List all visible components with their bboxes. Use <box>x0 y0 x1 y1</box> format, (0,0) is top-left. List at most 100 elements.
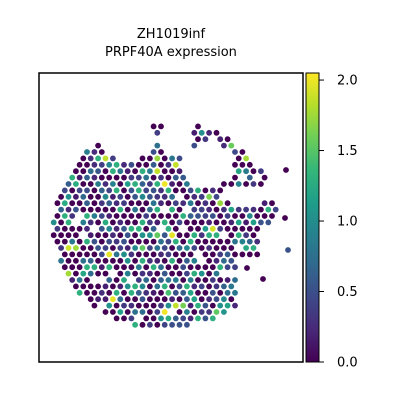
expression-spot <box>176 181 183 187</box>
expression-spot <box>65 245 72 251</box>
expression-spot <box>202 315 209 322</box>
expression-spot <box>258 206 264 213</box>
expression-spot <box>143 251 150 258</box>
expression-spot <box>132 309 139 315</box>
expression-spot <box>69 187 76 194</box>
expression-spot <box>95 193 101 200</box>
expression-spot <box>124 283 131 290</box>
expression-spot <box>269 213 275 219</box>
expression-spot <box>147 155 153 162</box>
expression-spot <box>139 321 146 328</box>
expression-spot <box>198 283 205 290</box>
expression-spot <box>161 232 168 239</box>
expression-spot <box>102 206 109 213</box>
expression-spot <box>217 289 224 296</box>
expression-spot <box>124 168 131 175</box>
expression-spot <box>143 187 150 194</box>
expression-spot <box>176 257 183 264</box>
expression-spot <box>73 193 79 200</box>
expression-spot <box>128 161 135 168</box>
expression-spot <box>80 206 87 213</box>
expression-spot <box>61 225 68 232</box>
expression-spot <box>184 193 190 200</box>
expression-spot <box>154 181 161 187</box>
expression-spot <box>76 264 83 271</box>
expression-spot <box>113 225 120 232</box>
expression-spot <box>132 270 139 277</box>
expression-spot <box>246 225 253 232</box>
expression-spot <box>143 264 150 271</box>
expression-spot <box>132 296 139 303</box>
expression-spot <box>195 200 201 207</box>
expression-spot <box>84 289 90 296</box>
expression-spot <box>106 277 113 283</box>
expression-spot <box>61 264 68 271</box>
expression-spot <box>195 302 201 309</box>
colorbar-tick-label: 1.0 <box>337 215 358 230</box>
expression-spot <box>106 251 113 258</box>
expression-spot <box>169 219 176 226</box>
expression-spot <box>121 277 127 283</box>
expression-spot <box>143 174 150 181</box>
expression-spot <box>121 213 127 219</box>
expression-spot <box>76 251 83 258</box>
colorbar <box>305 72 320 363</box>
expression-spot <box>221 142 227 149</box>
expression-spot <box>228 181 235 187</box>
expression-spot <box>169 321 176 328</box>
expression-spot <box>106 238 113 245</box>
expression-spot <box>87 245 94 251</box>
expression-spot <box>84 238 90 245</box>
expression-spot <box>113 251 120 258</box>
expression-spot <box>69 174 76 181</box>
expression-spot <box>158 315 164 322</box>
expression-spot <box>113 200 120 207</box>
expression-spot <box>102 193 109 200</box>
expression-spot <box>147 257 153 264</box>
expression-spot <box>139 296 146 303</box>
expression-spot <box>95 181 101 187</box>
expression-spot <box>132 193 139 200</box>
expression-spot <box>117 232 124 239</box>
expression-spot <box>217 238 224 245</box>
expression-spot <box>150 302 157 309</box>
expression-spot <box>147 321 153 328</box>
expression-spot <box>102 181 109 187</box>
expression-spot <box>228 219 235 226</box>
expression-spot <box>124 181 131 187</box>
expression-spot <box>110 283 116 290</box>
expression-spot <box>139 206 146 213</box>
expression-spot <box>232 174 238 181</box>
expression-spot <box>261 213 268 219</box>
expression-spot <box>150 149 157 155</box>
expression-spot <box>54 225 61 232</box>
expression-spot <box>246 174 253 181</box>
expression-spot <box>84 213 90 219</box>
expression-spot <box>161 270 168 277</box>
expression-spot <box>169 168 176 175</box>
expression-spot <box>184 181 190 187</box>
expression-spot <box>217 187 224 194</box>
expression-spot <box>172 302 179 309</box>
expression-spot <box>102 257 109 264</box>
expression-spot <box>113 174 120 181</box>
expression-spot <box>76 200 83 207</box>
expression-spot <box>84 174 90 181</box>
expression-spot <box>150 161 157 168</box>
expression-spot <box>195 136 201 143</box>
expression-spot <box>143 277 150 283</box>
expression-spot <box>135 161 142 168</box>
expression-spot <box>91 187 98 194</box>
expression-spot <box>265 219 272 226</box>
expression-spot <box>135 213 142 219</box>
expression-spot <box>110 257 116 264</box>
expression-spot <box>224 200 231 207</box>
expression-spot <box>87 283 94 290</box>
expression-spot <box>91 174 98 181</box>
expression-spot <box>95 270 101 277</box>
expression-spot <box>110 245 116 251</box>
expression-spot <box>195 213 201 219</box>
expression-spot <box>58 206 64 213</box>
expression-spot <box>80 155 87 162</box>
